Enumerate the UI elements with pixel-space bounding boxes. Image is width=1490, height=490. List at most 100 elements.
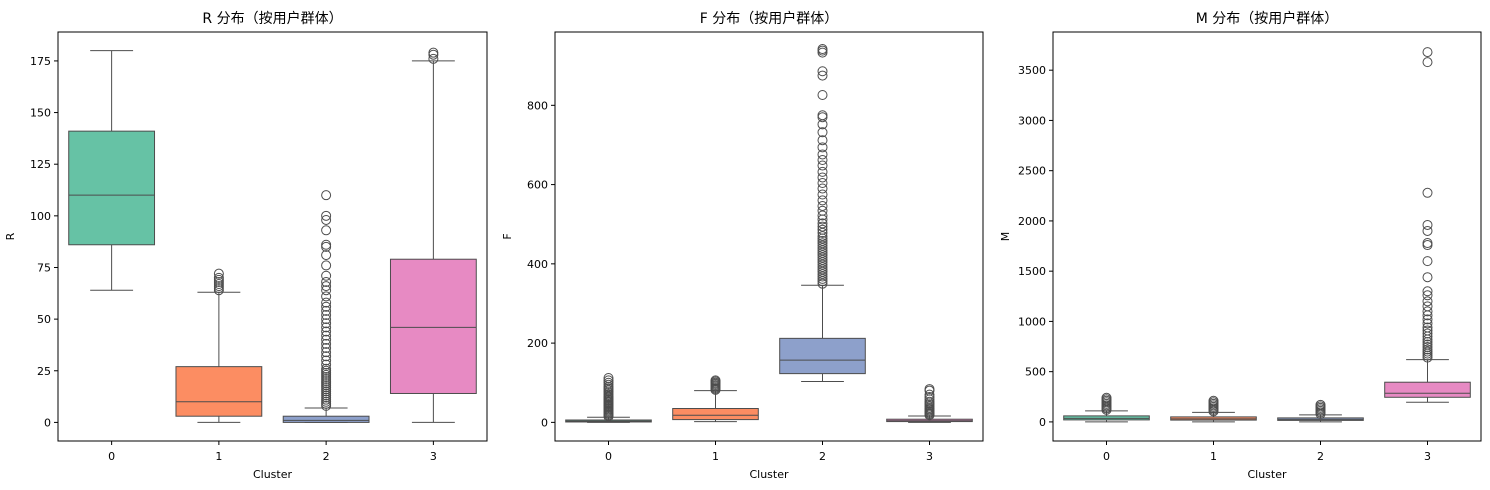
box	[175, 366, 263, 417]
box-plot-cluster-2	[779, 44, 866, 383]
outlier-point	[817, 276, 828, 287]
outlier-point	[817, 240, 828, 251]
box-plot-cluster-2	[282, 190, 370, 423]
outlier-point	[1422, 322, 1433, 333]
outlier-point	[1422, 219, 1433, 230]
outlier-point	[817, 200, 828, 211]
x-axis-label: Cluster	[1247, 468, 1287, 481]
box-plot-cluster-3	[389, 47, 477, 423]
outlier-point	[817, 135, 828, 146]
plot-frame	[1052, 31, 1482, 442]
box	[779, 337, 866, 375]
y-tick-label: 3000	[1018, 114, 1046, 127]
outlier-point	[817, 278, 828, 289]
box-plot-cluster-1	[1170, 395, 1257, 423]
outlier-point	[321, 363, 332, 374]
outlier-point	[1422, 296, 1433, 307]
chart-panel-2: M 分布（按用户群体） 0 500 1000 1500 2000 2500 3000 3500 0…	[999, 10, 1482, 481]
outlier-point	[1422, 57, 1433, 68]
outlier-point	[1422, 286, 1433, 297]
outlier-point	[321, 359, 332, 370]
x-tick-label: 3	[926, 450, 933, 463]
chart-panel-1: F 分布（按用户群体） 0 200 400 600 800 0 1 2 3 Cluster F	[501, 10, 984, 481]
outlier-point	[321, 291, 332, 302]
outlier-point	[603, 375, 614, 386]
outlier-point	[817, 273, 828, 284]
chart-panel-0: R 分布（按用户群体） 0 25 50 75 100 125 150 175 0 1 2 3 Cluste…	[4, 10, 488, 481]
outlier-point	[1422, 318, 1433, 329]
outlier-point	[321, 250, 332, 261]
x-tick-label: 0	[108, 450, 115, 463]
x-tick-label: 3	[430, 450, 437, 463]
plot-frame	[554, 31, 984, 442]
y-tick-label: 400	[527, 258, 548, 271]
outlier-point	[817, 214, 828, 225]
outlier-point	[321, 330, 332, 341]
outlier-point	[428, 47, 439, 58]
outlier-point	[603, 372, 614, 383]
y-tick-label: 2500	[1018, 165, 1046, 178]
outlier-point	[321, 351, 332, 362]
outlier-point	[321, 276, 332, 287]
outlier-point	[817, 166, 828, 177]
outlier-point	[817, 205, 828, 216]
outlier-point	[924, 389, 935, 400]
box	[282, 415, 370, 423]
outlier-point	[817, 160, 828, 171]
box	[672, 408, 759, 421]
x-tick-label: 2	[819, 450, 826, 463]
x-axis-label: Cluster	[253, 468, 293, 481]
box	[389, 258, 477, 394]
chart-title: M 分布（按用户群体）	[1196, 10, 1339, 27]
y-axis-label: F	[501, 233, 514, 239]
y-tick-label: 50	[37, 313, 51, 326]
box-plot-cluster-3	[1384, 47, 1471, 403]
y-tick-label: 100	[30, 210, 51, 223]
x-tick-label: 0	[1103, 450, 1110, 463]
outlier-point	[321, 309, 332, 320]
outlier-point	[1422, 306, 1433, 317]
box-plot-cluster-0	[1063, 392, 1150, 423]
outlier-point	[1208, 395, 1219, 406]
outlier-point	[817, 266, 828, 277]
y-tick-label: 25	[37, 365, 51, 378]
outlier-point	[321, 239, 332, 250]
chart-title: R 分布（按用户群体）	[202, 10, 342, 27]
outlier-point	[817, 221, 828, 232]
outlier-point	[817, 238, 828, 249]
outlier-point	[817, 235, 828, 246]
outlier-point	[321, 285, 332, 296]
outlier-point	[1422, 290, 1433, 301]
x-tick-label: 1	[712, 450, 719, 463]
y-tick-label: 500	[1025, 366, 1046, 379]
box-plot-cluster-1	[672, 375, 759, 423]
outlier-point	[1422, 238, 1433, 249]
outlier-point	[817, 252, 828, 263]
outlier-point	[817, 44, 828, 55]
y-tick-label: 0	[44, 416, 51, 429]
x-axis-label: Cluster	[749, 468, 789, 481]
outlier-point	[817, 227, 828, 238]
x-tick-label: 2	[323, 450, 330, 463]
outlier-point	[321, 305, 332, 316]
box	[1063, 415, 1150, 421]
outlier-point	[817, 224, 828, 235]
plot-frame	[57, 31, 488, 442]
outlier-point	[321, 210, 332, 221]
outlier-point	[321, 343, 332, 354]
outlier-point	[321, 347, 332, 358]
outlier-point	[321, 260, 332, 271]
outlier-point	[321, 225, 332, 236]
y-axis-label: R	[4, 232, 17, 240]
outlier-point	[1422, 272, 1433, 283]
outlier-point	[817, 127, 828, 138]
y-tick-label: 150	[30, 107, 51, 120]
outlier-point	[817, 271, 828, 282]
box-plot-cluster-1	[175, 268, 263, 423]
outlier-point	[213, 272, 224, 283]
outlier-point	[817, 269, 828, 280]
outlier-point	[817, 257, 828, 268]
outlier-point	[1422, 325, 1433, 336]
outlier-point	[817, 218, 828, 229]
outlier-point	[817, 149, 828, 160]
